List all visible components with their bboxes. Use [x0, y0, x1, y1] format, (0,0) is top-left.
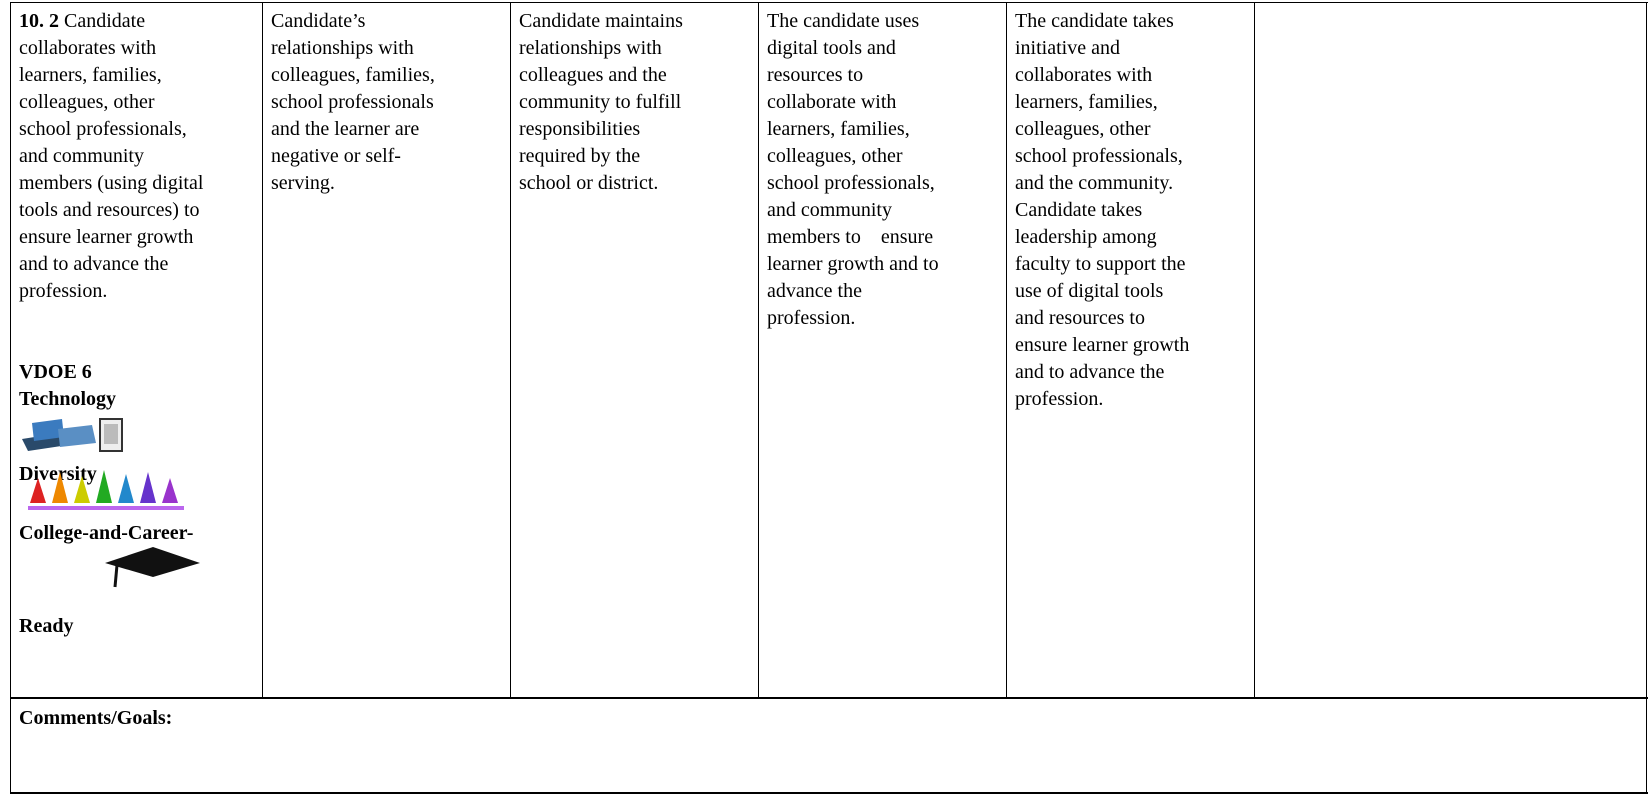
cell-text: community to fulfill: [519, 91, 682, 113]
cell-text: The candidate takes: [1015, 10, 1174, 32]
cell-text: school professionals: [271, 91, 434, 113]
cell-text: digital tools and: [767, 37, 896, 59]
cell-text: negative or self-: [271, 145, 401, 167]
diversity-icon: [28, 470, 184, 510]
cell-text: Candidate takes: [1015, 199, 1143, 221]
cell-text: and resources to: [1015, 307, 1145, 329]
cell-text: ensure learner growth: [19, 226, 194, 248]
cell-text: advance the: [767, 280, 862, 302]
cell-text: and the learner are: [271, 118, 420, 140]
cell-text: members (using digital: [19, 172, 204, 194]
cell-text: and community: [767, 199, 892, 221]
comments-label: Comments/Goals:: [19, 707, 173, 729]
cell-text: and to advance the: [1015, 361, 1165, 383]
border: [758, 2, 759, 698]
cell-text: profession.: [1015, 388, 1104, 410]
cell-text: faculty to support the: [1015, 253, 1186, 275]
label: Technology: [19, 388, 117, 410]
cell-text: ensure learner growth: [1015, 334, 1190, 356]
cell-text: resources to: [767, 64, 864, 86]
cell-text: responsibilities: [519, 118, 641, 140]
cell-text: required by the: [519, 145, 641, 167]
cell-text: leadership among: [1015, 226, 1157, 248]
cell-text: profession.: [19, 280, 108, 302]
cell-text: colleagues, other: [19, 91, 155, 113]
cell-text: learner growth and to: [767, 253, 939, 275]
cell-text: collaborates with: [19, 37, 157, 59]
cell-text: Candidate’s: [271, 10, 366, 32]
cell-text: initiative and: [1015, 37, 1120, 59]
cell-text: and community: [19, 145, 144, 167]
border: [10, 2, 11, 794]
cell-text: relationships with: [519, 37, 662, 59]
label: College-and-Career-: [19, 522, 194, 544]
cell-text: collaborates with: [1015, 64, 1153, 86]
label: Ready: [19, 615, 74, 637]
cell-text: school or district.: [519, 172, 659, 194]
cell-text: school professionals,: [1015, 145, 1183, 167]
cell-text: collaborate with: [767, 91, 897, 113]
border: [262, 2, 263, 698]
border: [510, 2, 511, 698]
cell-text: colleagues and the: [519, 64, 667, 86]
border: [10, 792, 1648, 794]
border: [1006, 2, 1007, 698]
cell-text: Candidate maintains: [519, 10, 683, 32]
label: VDOE 6: [19, 361, 92, 383]
border: [10, 2, 1648, 3]
cell-text: serving.: [271, 172, 335, 194]
cell-text: relationships with: [271, 37, 414, 59]
border: [10, 697, 1648, 699]
criterion-number: 10. 2: [19, 10, 59, 32]
cell-text: use of digital tools: [1015, 280, 1164, 302]
cell-text: colleagues, other: [767, 145, 903, 167]
cell-text: and to advance the: [19, 253, 169, 275]
cell-text: tools and resources) to: [19, 199, 200, 221]
cell-text: school professionals,: [19, 118, 187, 140]
border: [1646, 2, 1647, 794]
cell-text: school professionals,: [767, 172, 935, 194]
cell-text: learners, families,: [767, 118, 910, 140]
cell-text: and the community.: [1015, 172, 1174, 194]
cell-text: profession.: [767, 307, 856, 329]
cell-text: learners, families,: [19, 64, 162, 86]
border: [1254, 2, 1255, 698]
cell-text: learners, families,: [1015, 91, 1158, 113]
cell-text: members to ensure: [767, 226, 934, 248]
cell-text: colleagues, families,: [271, 64, 435, 86]
cell-text: The candidate uses: [767, 10, 920, 32]
technology-icon: [22, 418, 123, 452]
graduation-cap-icon: [105, 547, 200, 588]
cell-text: colleagues, other: [1015, 118, 1151, 140]
cell-text: Candidate: [64, 10, 146, 32]
